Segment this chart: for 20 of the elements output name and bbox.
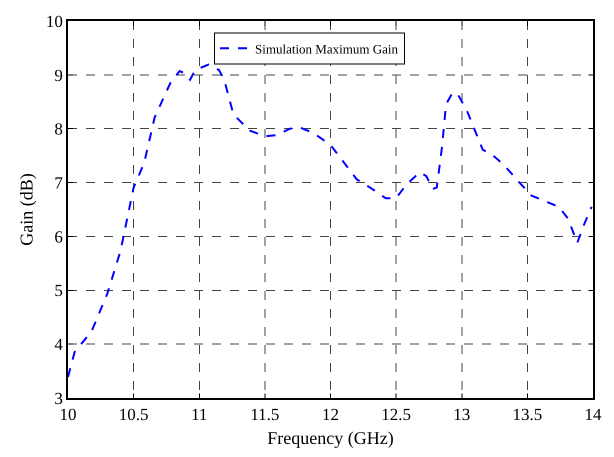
x-tick-label: 12.5 [381, 405, 412, 424]
y-tick-label: 10 [46, 12, 63, 31]
y-tick-label: 4 [54, 335, 64, 354]
y-tick-label: 7 [54, 174, 64, 193]
x-axis-title: Frequency (GHz) [267, 428, 394, 448]
y-tick-label: 9 [54, 66, 63, 85]
line-series [68, 64, 593, 378]
y-tick-label: 5 [54, 281, 63, 300]
x-tick-label: 13 [453, 405, 470, 424]
x-tick-label: 11.5 [250, 405, 280, 424]
legend-label: Simulation Maximum Gain [255, 41, 398, 56]
x-tick-label: 14 [584, 405, 602, 424]
y-axis-title: Gain (dB) [16, 173, 37, 246]
x-tick-label: 10.5 [118, 405, 149, 424]
x-tick-label: 11 [191, 405, 208, 424]
y-tick-label: 8 [54, 120, 63, 139]
y-tick-label: 6 [54, 227, 63, 246]
x-tick-label: 12 [322, 405, 339, 424]
x-tick-label: 13.5 [512, 405, 542, 424]
y-tick-label: 3 [54, 388, 63, 408]
